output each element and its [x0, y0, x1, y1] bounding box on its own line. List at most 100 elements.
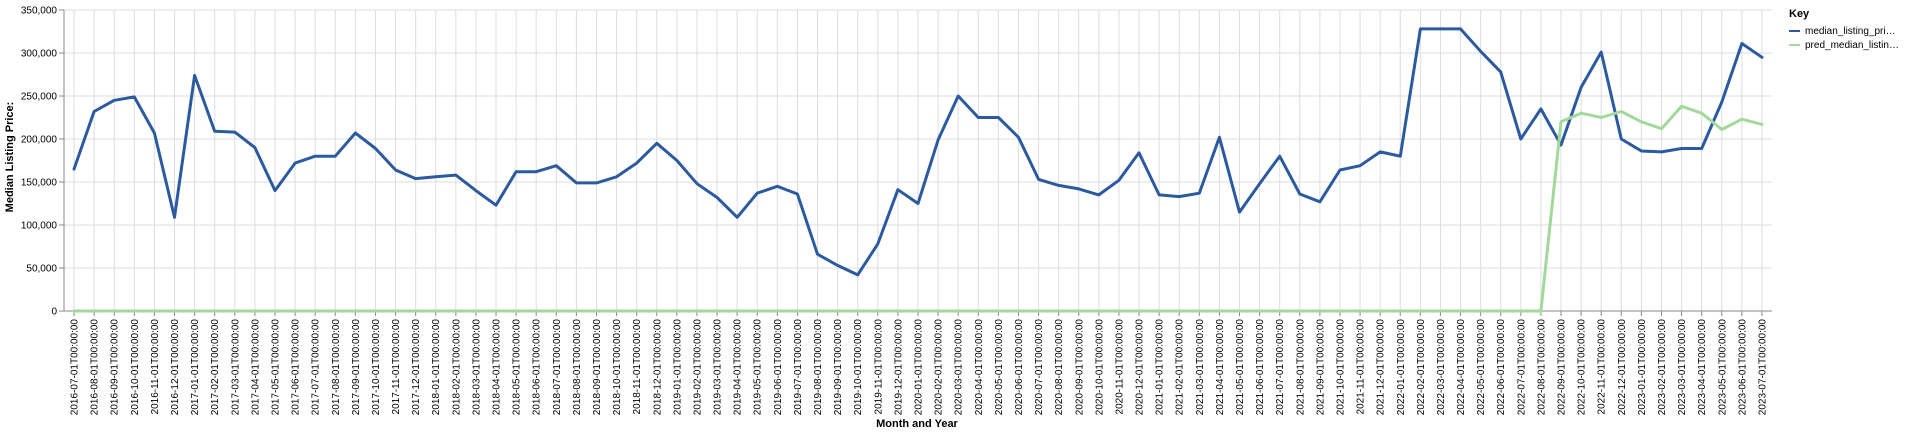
x-tick-label: 2021-12-01T00:00:00 — [1376, 319, 1387, 416]
series-line-0 — [72, 27, 1764, 277]
x-tick-label: 2023-02-01T00:00:00 — [1657, 319, 1668, 416]
x-tick-label: 2021-04-01T00:00:00 — [1215, 319, 1226, 416]
x-tick-label: 2016-09-01T00:00:00 — [110, 319, 121, 416]
x-tick-label: 2019-08-01T00:00:00 — [813, 319, 824, 416]
x-tick-label: 2017-05-01T00:00:00 — [270, 319, 281, 416]
x-tick-label: 2016-11-01T00:00:00 — [150, 319, 161, 415]
x-tick-label: 2022-06-01T00:00:00 — [1496, 319, 1507, 416]
x-tick-label: 2021-11-01T00:00:00 — [1356, 319, 1367, 415]
x-tick-label: 2020-10-01T00:00:00 — [1094, 319, 1105, 416]
x-tick-label: 2017-11-01T00:00:00 — [391, 319, 402, 415]
x-tick-label: 2020-01-01T00:00:00 — [914, 319, 925, 416]
x-tick-label: 2023-06-01T00:00:00 — [1737, 319, 1748, 416]
series-lines — [72, 27, 1764, 313]
x-tick-label: 2020-11-01T00:00:00 — [1114, 319, 1125, 415]
x-axis: 2016-07-01T00:00:00 2016-08-01T00:00:00 20… — [64, 310, 1772, 416]
x-tick-label: 2020-06-01T00:00:00 — [1014, 319, 1025, 416]
x-tick-label: 2022-11-01T00:00:00 — [1597, 319, 1608, 415]
x-tick-label: 2017-07-01T00:00:00 — [311, 319, 322, 416]
x-tick-label: 2018-05-01T00:00:00 — [512, 319, 523, 416]
x-tick-label: 2018-07-01T00:00:00 — [552, 319, 563, 416]
y-tick-label: 150,000 — [21, 178, 58, 189]
x-tick-label: 2019-05-01T00:00:00 — [753, 319, 764, 416]
x-tick-label: 2022-03-01T00:00:00 — [1436, 319, 1447, 416]
x-tick-label: 2020-05-01T00:00:00 — [994, 319, 1005, 416]
y-axis: 0 50,000 100,000 150,000 200,000 250,000 300,0… — [21, 6, 65, 318]
x-tick-label: 2022-01-01T00:00:00 — [1396, 319, 1407, 416]
x-tick-label: 2020-07-01T00:00:00 — [1034, 319, 1045, 416]
x-tick-label: 2016-10-01T00:00:00 — [130, 319, 141, 416]
x-tick-label: 2021-09-01T00:00:00 — [1315, 319, 1326, 416]
x-tick-label: 2019-09-01T00:00:00 — [833, 319, 844, 416]
x-tick-label: 2020-04-01T00:00:00 — [974, 319, 985, 416]
x-tick-label: 2019-01-01T00:00:00 — [672, 319, 683, 416]
x-tick-label: 2017-02-01T00:00:00 — [210, 319, 221, 416]
x-tick-label: 2021-07-01T00:00:00 — [1275, 319, 1286, 416]
y-tick-label: 50,000 — [26, 264, 57, 275]
legend-title: Key — [1789, 8, 1810, 20]
x-tick-label: 2020-09-01T00:00:00 — [1074, 319, 1085, 416]
x-tick-label: 2017-01-01T00:00:00 — [190, 319, 201, 416]
y-tick-label: 0 — [51, 307, 57, 318]
x-tick-label: 2021-08-01T00:00:00 — [1295, 319, 1306, 416]
legend-label-pred: pred_median_listin… — [1805, 40, 1899, 51]
y-axis-title: Median Listing Price: — [4, 102, 16, 213]
x-tick-label: 2021-10-01T00:00:00 — [1335, 319, 1346, 416]
series-line-1 — [72, 104, 1764, 313]
x-tick-label: 2019-07-01T00:00:00 — [793, 319, 804, 416]
x-tick-label: 2022-12-01T00:00:00 — [1617, 319, 1628, 416]
x-tick-label: 2022-10-01T00:00:00 — [1577, 319, 1588, 416]
x-tick-label: 2020-03-01T00:00:00 — [954, 319, 965, 416]
x-tick-label: 2018-02-01T00:00:00 — [451, 319, 462, 416]
x-tick-label: 2022-07-01T00:00:00 — [1516, 319, 1527, 416]
x-tick-label: 2022-08-01T00:00:00 — [1536, 319, 1547, 416]
x-tick-label: 2017-04-01T00:00:00 — [250, 319, 261, 416]
y-tick-label: 200,000 — [21, 135, 58, 146]
x-tick-label: 2017-09-01T00:00:00 — [351, 319, 362, 416]
x-tick-label: 2023-05-01T00:00:00 — [1717, 319, 1728, 416]
x-tick-label: 2018-08-01T00:00:00 — [572, 319, 583, 416]
x-tick-label: 2022-09-01T00:00:00 — [1557, 319, 1568, 416]
x-tick-label: 2016-12-01T00:00:00 — [170, 319, 181, 416]
x-tick-label: 2022-04-01T00:00:00 — [1456, 319, 1467, 416]
x-tick-label: 2020-12-01T00:00:00 — [1135, 319, 1146, 416]
x-tick-label: 2018-03-01T00:00:00 — [471, 319, 482, 416]
x-tick-label: 2023-03-01T00:00:00 — [1677, 319, 1688, 416]
x-tick-label: 2018-04-01T00:00:00 — [492, 319, 503, 416]
x-tick-label: 2018-10-01T00:00:00 — [612, 319, 623, 416]
x-tick-label: 2019-10-01T00:00:00 — [853, 319, 864, 416]
x-tick-label: 2019-11-01T00:00:00 — [873, 319, 884, 415]
x-tick-label: 2018-12-01T00:00:00 — [652, 319, 663, 416]
y-tick-label: 300,000 — [21, 49, 58, 60]
x-tick-label: 2023-04-01T00:00:00 — [1697, 319, 1708, 416]
x-tick-label: 2018-06-01T00:00:00 — [532, 319, 543, 416]
y-tick-label: 100,000 — [21, 221, 58, 232]
x-tick-label: 2022-02-01T00:00:00 — [1416, 319, 1427, 416]
legend-label-median: median_listing_pri… — [1805, 26, 1896, 37]
legend: Key median_listing_pri… pred_median_list… — [1789, 8, 1899, 51]
x-tick-label: 2017-06-01T00:00:00 — [291, 319, 302, 416]
x-tick-label: 2021-03-01T00:00:00 — [1195, 319, 1206, 416]
x-tick-label: 2017-10-01T00:00:00 — [371, 319, 382, 416]
x-tick-label: 2023-07-01T00:00:00 — [1757, 319, 1768, 416]
y-tick-label: 350,000 — [21, 6, 58, 17]
x-tick-label: 2019-03-01T00:00:00 — [713, 319, 724, 416]
x-tick-label: 2021-01-01T00:00:00 — [1155, 319, 1166, 416]
x-tick-label: 2021-05-01T00:00:00 — [1235, 319, 1246, 416]
x-tick-label: 2020-08-01T00:00:00 — [1054, 319, 1065, 416]
x-tick-label: 2019-12-01T00:00:00 — [893, 319, 904, 416]
x-tick-label: 2019-02-01T00:00:00 — [692, 319, 703, 416]
gridlines — [64, 9, 1772, 312]
x-tick-label: 2020-02-01T00:00:00 — [934, 319, 945, 416]
x-tick-label: 2016-08-01T00:00:00 — [90, 319, 101, 416]
x-tick-label: 2023-01-01T00:00:00 — [1637, 319, 1648, 416]
x-tick-label: 2017-03-01T00:00:00 — [230, 319, 241, 416]
x-tick-label: 2018-11-01T00:00:00 — [632, 319, 643, 415]
x-axis-title: Month and Year — [876, 418, 958, 430]
x-tick-label: 2021-06-01T00:00:00 — [1255, 319, 1266, 416]
x-tick-label: 2017-12-01T00:00:00 — [411, 319, 422, 416]
y-tick-label: 250,000 — [21, 92, 58, 103]
x-tick-label: 2019-06-01T00:00:00 — [773, 319, 784, 416]
x-tick-label: 2022-05-01T00:00:00 — [1476, 319, 1487, 416]
